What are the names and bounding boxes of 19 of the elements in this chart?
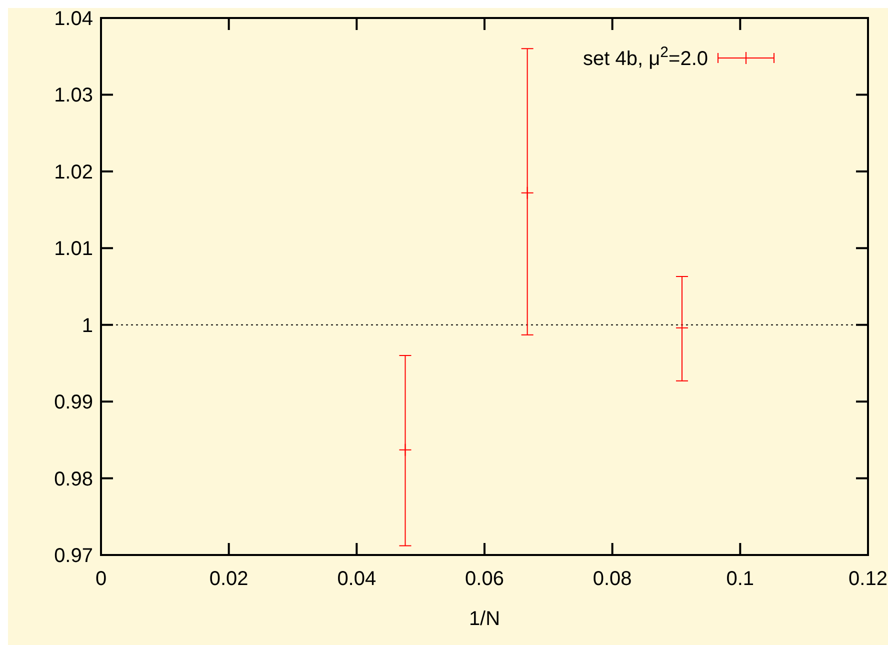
- x-tick-label: 0.02: [209, 568, 248, 590]
- x-tick-label: 0.06: [465, 568, 504, 590]
- x-tick-label: 0.08: [592, 568, 632, 590]
- x-tick-label: 0.04: [337, 568, 376, 590]
- y-tick-label: 1.04: [54, 8, 93, 30]
- y-tick-label: 0.99: [54, 392, 93, 414]
- x-tick-label: 0.12: [848, 568, 888, 590]
- y-tick-label: 1: [82, 314, 93, 337]
- x-axis-title: 1/N: [468, 608, 500, 630]
- legend-label: set 4b, μ$^{2}$=2.0: [583, 44, 708, 70]
- point: [398, 443, 412, 456]
- y-tick-label: 1.02: [54, 161, 93, 184]
- y-tick-label: 1.03: [54, 84, 93, 107]
- point: [520, 186, 534, 200]
- y-tick-label: 0.97: [54, 545, 93, 567]
- x-tick-label: 0.1: [726, 568, 754, 590]
- x-tick-label: 0: [95, 568, 107, 590]
- y-tick-label: 0.98: [54, 468, 93, 490]
- y-tick-label: 1.01: [54, 238, 93, 260]
